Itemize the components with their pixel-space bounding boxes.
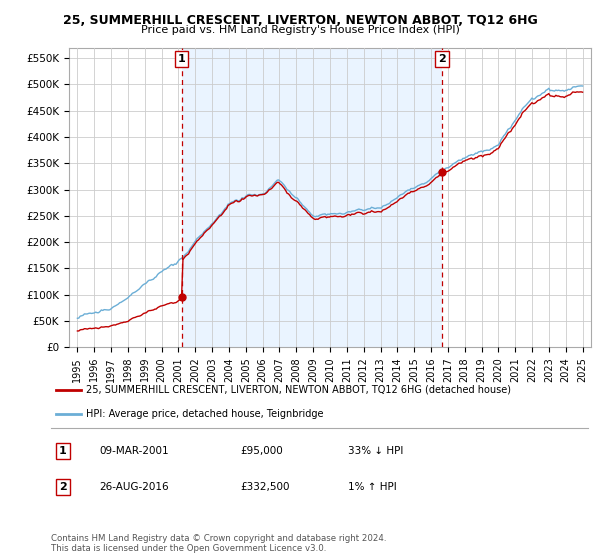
Text: 1: 1 <box>178 54 185 64</box>
Text: 2: 2 <box>59 482 67 492</box>
Text: Price paid vs. HM Land Registry's House Price Index (HPI): Price paid vs. HM Land Registry's House … <box>140 25 460 35</box>
Text: £95,000: £95,000 <box>240 446 283 456</box>
Text: 09-MAR-2001: 09-MAR-2001 <box>99 446 169 456</box>
Text: 25, SUMMERHILL CRESCENT, LIVERTON, NEWTON ABBOT, TQ12 6HG (detached house): 25, SUMMERHILL CRESCENT, LIVERTON, NEWTO… <box>86 385 511 395</box>
Text: 25, SUMMERHILL CRESCENT, LIVERTON, NEWTON ABBOT, TQ12 6HG: 25, SUMMERHILL CRESCENT, LIVERTON, NEWTO… <box>62 14 538 27</box>
Text: Contains HM Land Registry data © Crown copyright and database right 2024.
This d: Contains HM Land Registry data © Crown c… <box>51 534 386 553</box>
Text: 1% ↑ HPI: 1% ↑ HPI <box>348 482 397 492</box>
Text: 33% ↓ HPI: 33% ↓ HPI <box>348 446 403 456</box>
Text: 1: 1 <box>59 446 67 456</box>
Text: 2: 2 <box>438 54 446 64</box>
Text: £332,500: £332,500 <box>240 482 290 492</box>
Bar <box>182 48 442 347</box>
Text: HPI: Average price, detached house, Teignbridge: HPI: Average price, detached house, Teig… <box>86 409 323 419</box>
Text: 26-AUG-2016: 26-AUG-2016 <box>99 482 169 492</box>
